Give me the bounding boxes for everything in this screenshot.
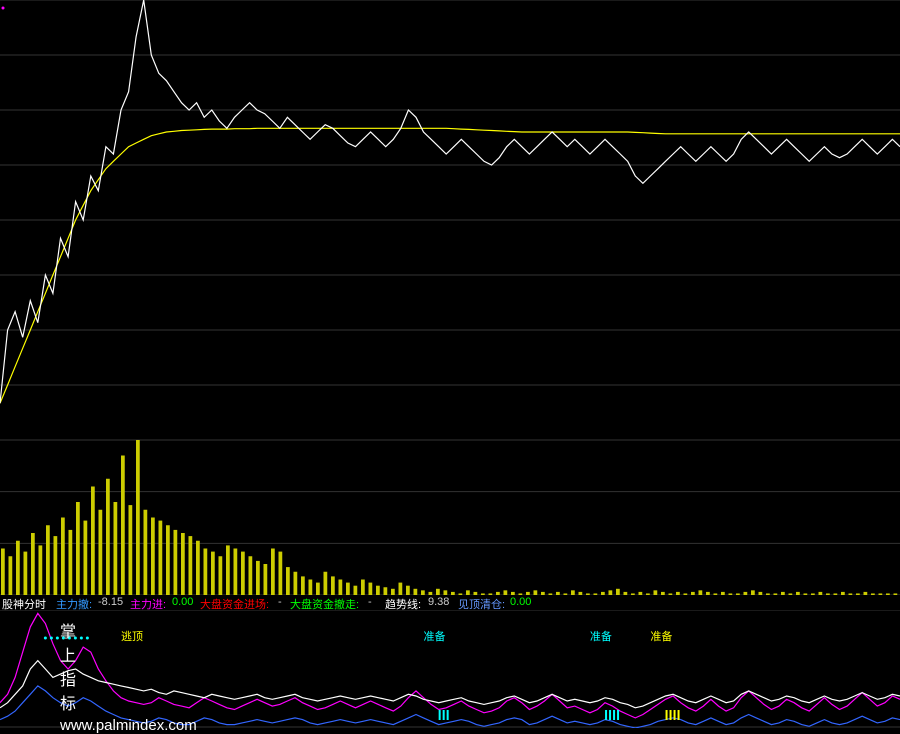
volume-panel: [0, 440, 900, 595]
volume-chart: [0, 440, 900, 595]
indicator-label-row: 股神分时主力撤:-8.15主力进:0.00大盘资金进场:-大盘资金撤走:-趋势线…: [0, 596, 900, 610]
svg-text:准备: 准备: [424, 629, 446, 643]
watermark-text: 掌 上 指 标: [60, 618, 82, 714]
indicator-label: -8.15: [98, 596, 123, 608]
svg-text:逃顶: 逃顶: [121, 630, 143, 643]
svg-text:准备: 准备: [650, 629, 672, 643]
watermark-url: www.palmindex.com: [60, 717, 197, 734]
indicator-label: -: [368, 596, 372, 608]
price-chart: [0, 0, 900, 440]
main-chart-panel: [0, 0, 900, 440]
indicator-panel: 逃顶 准备 准备 准备: [0, 610, 900, 728]
svg-text:准备: 准备: [590, 629, 612, 643]
indicator-label: 0.00: [510, 596, 531, 608]
indicator-label: 9.38: [428, 596, 449, 608]
indicator-label: 0.00: [172, 596, 193, 608]
indicator-chart: 逃顶 准备 准备 准备: [0, 610, 900, 728]
indicator-label: -: [278, 596, 282, 608]
